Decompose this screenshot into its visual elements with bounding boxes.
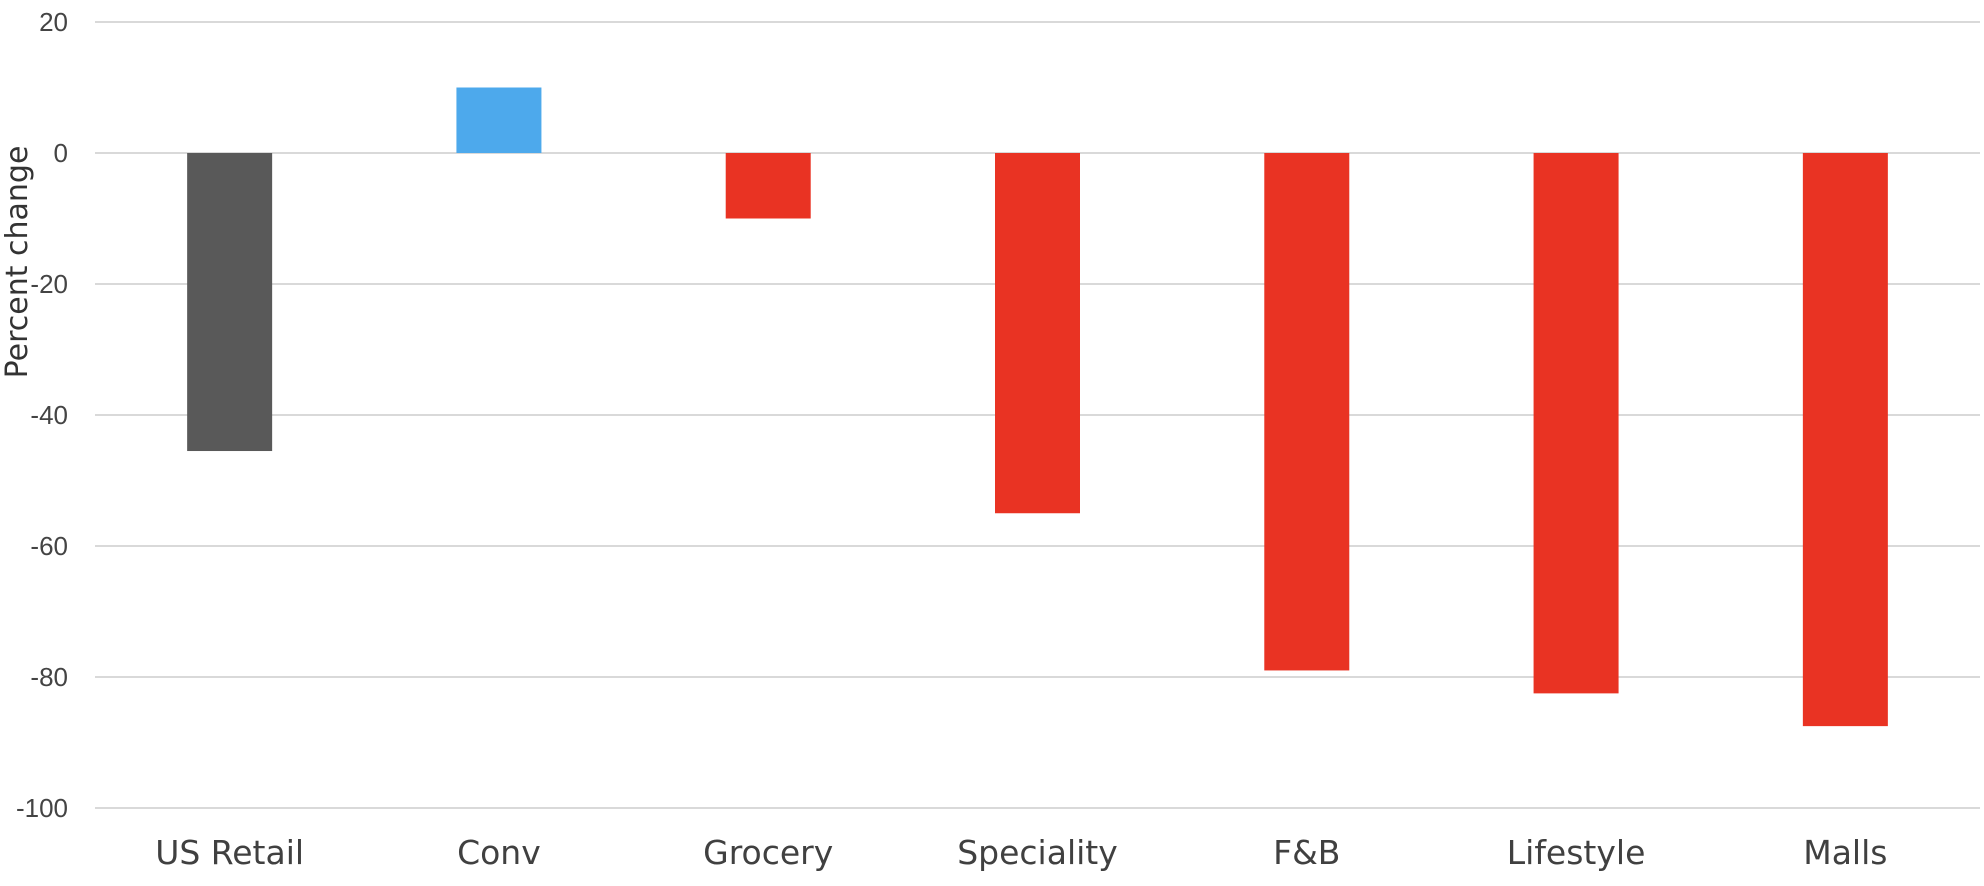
x-category-label: Malls (1803, 833, 1887, 872)
bar (1264, 153, 1350, 671)
x-category-label: Grocery (703, 833, 833, 872)
y-tick-label: -60 (30, 531, 68, 561)
y-tick-label: 0 (54, 138, 68, 168)
y-tick-label: -100 (16, 793, 68, 823)
x-category-label: Speciality (957, 833, 1118, 872)
bar (725, 153, 811, 219)
y-tick-label: -80 (30, 662, 68, 692)
y-axis-ticks: 20 0 -20 -40 -60 -80 -100 (16, 7, 68, 823)
x-category-label: Lifestyle (1507, 833, 1646, 872)
x-category-label: US Retail (155, 833, 304, 872)
y-tick-label: -20 (30, 269, 68, 299)
y-axis-title: Percent change (0, 146, 35, 379)
bars (187, 87, 1888, 727)
x-category-label: F&B (1273, 833, 1340, 872)
bar (1802, 153, 1888, 727)
bar (995, 153, 1080, 514)
x-category-label: Conv (457, 833, 541, 872)
x-axis-labels: US Retail Conv Grocery Speciality F&B Lifesty… (155, 833, 1887, 872)
bar (456, 87, 542, 153)
bar (1533, 153, 1619, 694)
y-tick-label: -40 (30, 400, 68, 430)
y-tick-label: 20 (39, 7, 68, 37)
bar (187, 153, 273, 452)
